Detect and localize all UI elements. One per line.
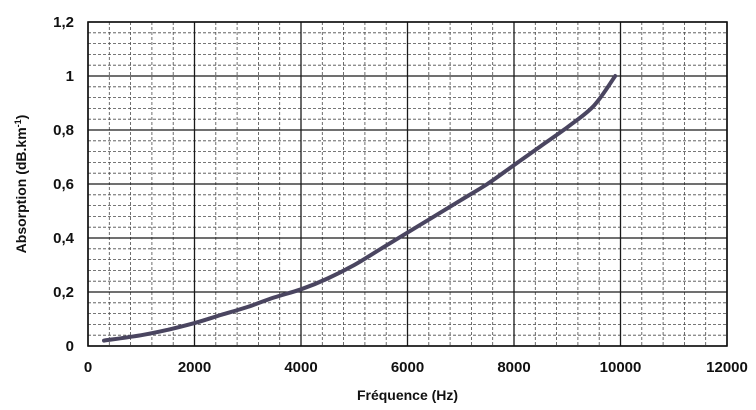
y-tick-label: 0,8 bbox=[53, 122, 74, 139]
plot-frame bbox=[87, 21, 728, 347]
x-tick-label: 12000 bbox=[706, 359, 748, 376]
grid-layer bbox=[87, 21, 728, 347]
y-axis-title-sup: -1 bbox=[13, 119, 23, 127]
y-axis-title-end: ) bbox=[13, 115, 29, 120]
x-tick-label: 8000 bbox=[497, 359, 530, 376]
y-tick-label: 1,2 bbox=[53, 14, 74, 31]
y-tick-label: 1 bbox=[66, 68, 74, 85]
x-tick-label: 2000 bbox=[178, 359, 211, 376]
absorption-curve bbox=[102, 74, 618, 343]
y-tick-label: 0,6 bbox=[53, 176, 74, 193]
y-tick-label: 0,4 bbox=[53, 230, 75, 247]
x-tick-label: 6000 bbox=[391, 359, 424, 376]
tick-label-layer: 0 2000 4000 6000 8000 10000 12000 0 0,2 0,4 0,6 0,8… bbox=[53, 14, 748, 376]
x-tick-label: 10000 bbox=[600, 359, 642, 376]
x-axis-title: Fréquence (Hz) bbox=[357, 387, 458, 403]
x-tick-label: 0 bbox=[84, 359, 92, 376]
y-axis-title: Absorption (dB.km-1) bbox=[13, 115, 29, 254]
y-axis-title-main: Absorption (dB.km bbox=[13, 127, 29, 253]
x-tick-label: 4000 bbox=[284, 359, 317, 376]
y-tick-label: 0,2 bbox=[53, 284, 74, 301]
y-tick-label: 0 bbox=[66, 338, 74, 355]
series-layer bbox=[102, 74, 618, 343]
